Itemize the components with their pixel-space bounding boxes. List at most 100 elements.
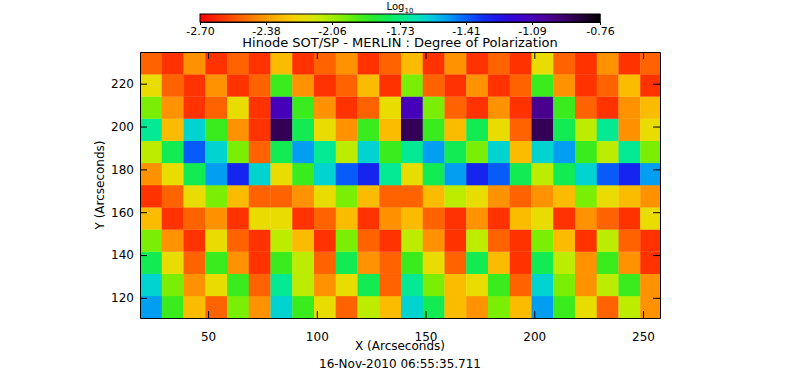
heatmap-cell	[531, 296, 553, 318]
heatmap-cell	[205, 163, 227, 185]
heatmap-cell	[162, 52, 184, 74]
heatmap-cell	[205, 274, 227, 296]
heatmap-cell	[292, 274, 314, 296]
tick-label: 250	[632, 330, 655, 344]
tick: 140	[111, 248, 147, 262]
heatmap-cell	[618, 96, 640, 118]
heatmap-cell	[510, 207, 532, 229]
heatmap-cell	[379, 141, 401, 163]
tick: 200	[523, 311, 546, 344]
tick-label: 220	[111, 77, 134, 91]
heatmap-cell	[270, 74, 292, 96]
heatmap-cell	[531, 52, 553, 74]
heatmap-cell	[314, 296, 336, 318]
tick	[534, 52, 535, 59]
heatmap-cell	[183, 252, 205, 274]
tick	[653, 127, 660, 128]
heatmap-cell	[553, 96, 575, 118]
heatmap-cell	[531, 185, 553, 207]
heatmap-cell	[314, 141, 336, 163]
heatmap-cell	[423, 185, 445, 207]
heatmap-cell	[423, 74, 445, 96]
heatmap-cell	[423, 119, 445, 141]
heatmap-cell	[227, 229, 249, 251]
tick-label: 50	[201, 330, 216, 344]
heatmap-cell	[466, 163, 488, 185]
heatmap-cell	[597, 119, 619, 141]
heatmap-cell	[336, 96, 358, 118]
heatmap-cell	[444, 52, 466, 74]
tick	[653, 298, 660, 299]
heatmap-cell	[314, 119, 336, 141]
tick: -1.73	[386, 22, 414, 38]
heatmap-cell	[444, 229, 466, 251]
heatmap-cell	[336, 185, 358, 207]
tick: -1.41	[452, 22, 480, 38]
heatmap-cell	[640, 141, 660, 163]
heatmap-cell	[357, 185, 379, 207]
heatmap-cell	[249, 52, 271, 74]
heatmap-cell	[292, 119, 314, 141]
tick-mark	[317, 311, 318, 318]
heatmap-cell	[423, 274, 445, 296]
tick	[653, 255, 660, 256]
tick-label: 100	[306, 330, 329, 344]
heatmap-cell	[575, 185, 597, 207]
tick-mark	[426, 52, 427, 59]
heatmap-cell	[336, 119, 358, 141]
tick-label: -2.38	[252, 25, 280, 38]
heatmap-cell	[270, 185, 292, 207]
heatmap-cell	[336, 52, 358, 74]
heatmap-cell	[510, 252, 532, 274]
heatmap-cell	[336, 252, 358, 274]
heatmap-cell	[270, 52, 292, 74]
heatmap-cell	[379, 207, 401, 229]
heatmap-cell	[597, 296, 619, 318]
heatmap-cell	[205, 252, 227, 274]
heatmap-cell	[270, 274, 292, 296]
heatmap-cell	[510, 185, 532, 207]
tick-mark	[653, 212, 660, 213]
heatmap-cell	[444, 119, 466, 141]
tick-mark	[140, 84, 147, 85]
heatmap-cell	[227, 141, 249, 163]
heatmap-cell	[597, 52, 619, 74]
heatmap-cell	[597, 274, 619, 296]
heatmap-cell	[140, 185, 162, 207]
heatmap-cell	[270, 163, 292, 185]
tick: -2.70	[186, 22, 214, 38]
heatmap-cell	[140, 52, 162, 74]
tick-label: -2.70	[186, 25, 214, 38]
heatmap-cell	[183, 141, 205, 163]
tick: 250	[632, 311, 655, 344]
heatmap-cell	[249, 163, 271, 185]
tick	[653, 212, 660, 213]
heatmap-cell	[553, 252, 575, 274]
heatmap-cell	[510, 274, 532, 296]
heatmap-cell	[183, 119, 205, 141]
heatmap-cell	[292, 207, 314, 229]
heatmap-cell	[575, 252, 597, 274]
heatmap-cell	[249, 141, 271, 163]
heatmap-cell	[553, 185, 575, 207]
axis-line	[141, 318, 661, 319]
chart: 50100150200250120140160180200220X (Arcse…	[0, 0, 800, 384]
heatmap-cell	[553, 141, 575, 163]
heatmap-cell	[531, 163, 553, 185]
heatmap-cell	[379, 52, 401, 74]
heatmap-cell	[227, 96, 249, 118]
heatmap-cell	[140, 296, 162, 318]
heatmap-cell	[444, 141, 466, 163]
tick-mark	[653, 169, 660, 170]
heatmap-cell	[162, 163, 184, 185]
heatmap-cell	[553, 229, 575, 251]
tick-label: 140	[111, 248, 134, 262]
heatmap-cell	[553, 119, 575, 141]
heatmap-cell	[227, 207, 249, 229]
heatmap-cell	[510, 163, 532, 185]
tick: 120	[111, 291, 147, 305]
tick: -0.76	[586, 22, 614, 38]
heatmap-cell	[444, 74, 466, 96]
heatmap-cell	[488, 296, 510, 318]
heatmap-cell	[292, 185, 314, 207]
